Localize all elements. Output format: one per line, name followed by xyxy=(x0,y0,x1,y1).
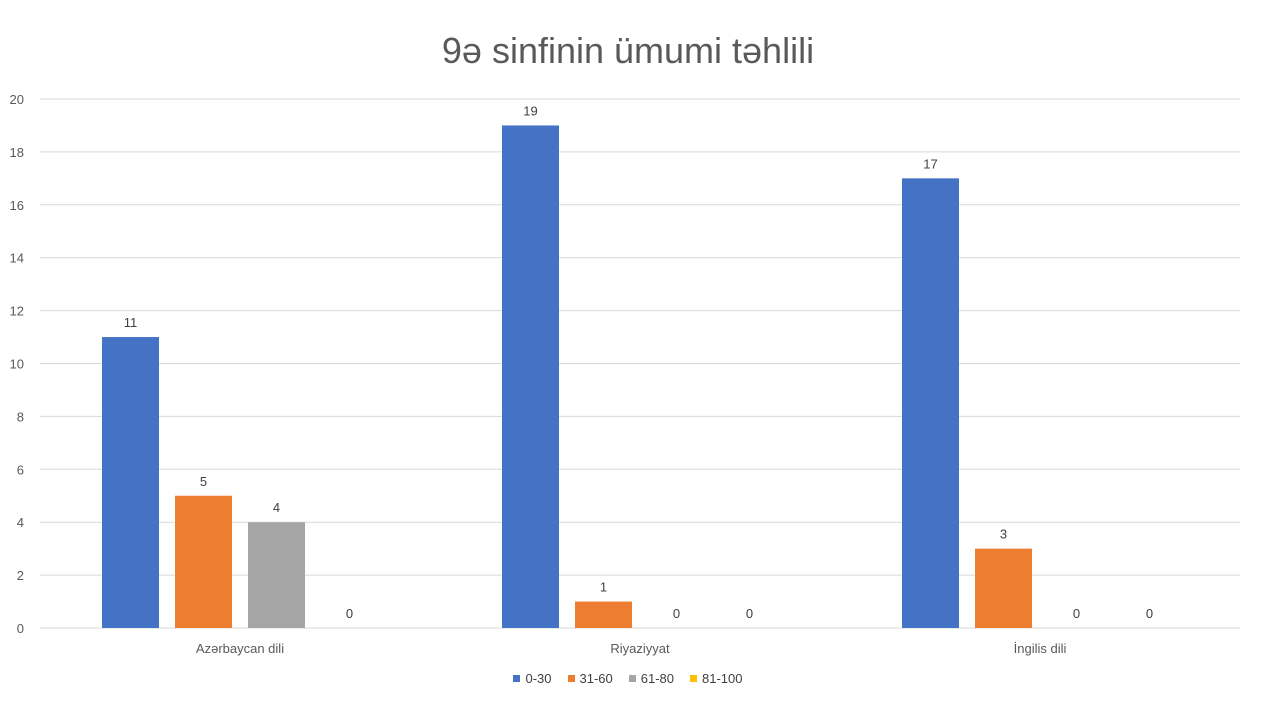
legend-label-3: 81-100 xyxy=(702,671,743,686)
y-tick-label-9: 18 xyxy=(10,145,24,160)
y-tick-label-6: 12 xyxy=(10,304,24,319)
legend-item-0: 0-30 xyxy=(513,671,552,686)
legend-swatch-2 xyxy=(628,675,636,682)
data-label-0-0: 11 xyxy=(124,315,138,330)
legend-label-2: 61-80 xyxy=(640,671,675,686)
legend-item-1: 31-60 xyxy=(567,671,613,686)
y-tick-label-7: 14 xyxy=(10,251,24,266)
legend-label-0: 0-30 xyxy=(525,671,552,686)
data-label-2-1: 3 xyxy=(1000,527,1007,542)
y-tick-label-10: 20 xyxy=(10,92,24,107)
y-tick-label-0: 0 xyxy=(17,621,24,636)
y-tick-label-3: 6 xyxy=(17,462,24,477)
bar-2-1 xyxy=(975,548,1032,628)
y-tick-label-4: 8 xyxy=(17,409,24,424)
x-category-label-2: İngilis dili xyxy=(1014,641,1067,656)
chart-legend: 0-30 31-60 61-80 81-100 xyxy=(0,671,1256,686)
x-category-label-0: Azərbaycan dili xyxy=(196,641,284,656)
y-tick-label-2: 4 xyxy=(17,515,24,530)
bar-1-1 xyxy=(575,601,632,628)
data-label-2-3: 0 xyxy=(1146,606,1153,621)
legend-swatch-1 xyxy=(567,675,575,682)
bar-1-0 xyxy=(502,125,559,628)
data-label-0-2: 4 xyxy=(273,500,280,515)
x-category-label-1: Riyaziyyat xyxy=(610,641,670,656)
legend-swatch-3 xyxy=(690,675,698,682)
data-label-2-0: 17 xyxy=(923,156,937,171)
data-label-0-3: 0 xyxy=(346,606,353,621)
data-label-1-2: 0 xyxy=(673,606,680,621)
legend-swatch-0 xyxy=(513,675,521,682)
data-label-1-0: 19 xyxy=(523,103,537,118)
data-label-1-3: 0 xyxy=(746,606,753,621)
y-tick-label-1: 2 xyxy=(17,568,24,583)
y-tick-label-8: 16 xyxy=(10,198,24,213)
bar-0-1 xyxy=(175,495,232,628)
chart-title: 9ə sinfinin ümumi təhlili xyxy=(441,30,815,71)
data-label-1-1: 1 xyxy=(600,580,607,595)
bar-0-0 xyxy=(102,337,159,628)
data-label-2-2: 0 xyxy=(1073,606,1080,621)
bar-2-0 xyxy=(902,178,959,628)
data-label-0-1: 5 xyxy=(200,474,207,489)
bar-0-2 xyxy=(248,522,305,628)
legend-item-3: 81-100 xyxy=(690,671,743,686)
legend-label-1: 31-60 xyxy=(579,671,613,686)
legend-item-2: 61-80 xyxy=(628,671,675,686)
y-tick-label-5: 10 xyxy=(10,357,24,372)
